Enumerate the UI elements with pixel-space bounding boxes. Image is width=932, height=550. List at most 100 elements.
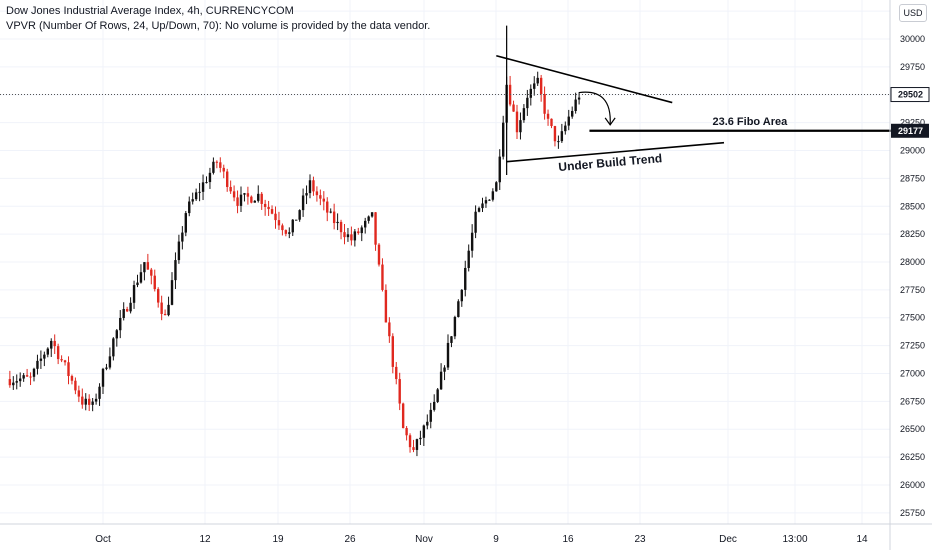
candle-body	[60, 359, 63, 361]
candle-body	[498, 156, 501, 183]
x-tick-label: 16	[562, 534, 574, 545]
y-tick-label: 30000	[900, 34, 925, 44]
candle-body	[388, 322, 391, 337]
candle-body	[174, 260, 177, 281]
candle-body	[295, 219, 298, 221]
candle-body	[336, 221, 339, 224]
candle-body	[188, 201, 191, 214]
candle-body	[177, 241, 181, 261]
candle-body	[236, 197, 239, 206]
candle-body	[401, 403, 405, 429]
candle-body	[74, 380, 77, 391]
candle-body	[243, 193, 246, 195]
price-label: 29177	[898, 126, 923, 136]
candle-body	[32, 368, 36, 377]
candle-body	[108, 356, 112, 368]
y-tick-label: 27500	[900, 313, 925, 323]
candle-body	[105, 367, 108, 369]
y-tick-label: 26500	[900, 424, 925, 434]
y-tick-label: 25750	[900, 508, 925, 518]
candle-body	[288, 232, 291, 234]
x-tick-label: 13:00	[782, 534, 807, 545]
x-tick-label: Nov	[415, 534, 433, 545]
candle-body	[536, 77, 539, 84]
curved-arrow[interactable]	[579, 91, 611, 125]
candle-body	[567, 116, 570, 126]
candle-body	[491, 191, 495, 200]
x-tick-label: 26	[344, 534, 356, 545]
candle-body	[391, 336, 394, 367]
candle-body	[450, 336, 453, 343]
candle-body	[515, 111, 519, 133]
currency-badge[interactable]: USD	[899, 4, 927, 22]
candle-body	[8, 379, 12, 386]
candle-body	[557, 141, 560, 143]
candle-body	[132, 285, 136, 303]
candle-body	[526, 97, 529, 109]
candle-body	[81, 396, 84, 405]
candle-body	[370, 212, 374, 217]
candle-body	[125, 309, 129, 312]
candle-body	[329, 211, 332, 213]
candle-body	[474, 211, 477, 233]
candle-body	[405, 428, 408, 436]
y-tick-label: 29750	[900, 62, 925, 72]
candle-body	[167, 304, 170, 316]
candle-body	[208, 172, 212, 183]
candle-body	[39, 358, 43, 361]
y-tick-label: 29250	[900, 118, 925, 128]
candle-body	[436, 389, 439, 402]
candle-body	[270, 209, 274, 214]
candle-body	[70, 376, 74, 381]
candle-body	[226, 171, 229, 187]
y-tick-label: 27250	[900, 341, 925, 351]
candle-body	[119, 317, 122, 331]
candle-body	[160, 302, 163, 314]
candle-body	[301, 195, 305, 211]
candle-body	[415, 439, 419, 450]
candle-body	[50, 340, 53, 349]
candle-body	[53, 340, 56, 347]
candle-body	[357, 231, 360, 234]
candle-body	[577, 97, 581, 100]
candle-body	[29, 376, 32, 378]
candle-body	[426, 421, 429, 426]
candle-body	[143, 262, 146, 273]
candle-body	[281, 225, 284, 231]
x-tick-label: Dec	[719, 534, 737, 545]
candle-body	[257, 193, 260, 201]
candle-body	[139, 272, 143, 283]
candle-body	[153, 275, 156, 290]
candle-body	[250, 196, 253, 203]
price-label-box	[891, 123, 929, 138]
candle-body	[170, 280, 174, 305]
candle-body	[122, 309, 125, 318]
candle-body	[22, 375, 25, 379]
lower-trendline[interactable]	[506, 141, 725, 163]
candle-body	[360, 227, 363, 234]
upper-trendline[interactable]	[496, 54, 673, 104]
candle-body	[136, 282, 139, 286]
candle-body	[495, 182, 498, 192]
candle-body	[201, 182, 205, 192]
candle-body	[263, 203, 267, 207]
trend-drawings[interactable]: 23.6 Fibo Area Under Build Trend	[0, 25, 911, 176]
y-tick-label: 28500	[900, 201, 925, 211]
candle-body	[481, 203, 484, 209]
candle-body	[91, 401, 94, 405]
candle-body	[184, 213, 187, 233]
candle-body	[343, 232, 346, 238]
candle-body	[443, 367, 446, 372]
chart-title: Dow Jones Industrial Average Index, 4h, …	[6, 5, 294, 17]
candle-body	[315, 191, 319, 196]
candle-body	[419, 437, 422, 440]
candle-body	[512, 104, 515, 112]
candle-body	[63, 360, 67, 363]
candle-body	[129, 302, 132, 312]
candle-body	[377, 244, 381, 265]
indicator-legend: VPVR (Number Of Rows, 24, Up/Down, 70): …	[6, 20, 431, 32]
candle-body	[56, 346, 60, 360]
candle-body	[470, 232, 474, 251]
candle-body	[457, 301, 460, 318]
